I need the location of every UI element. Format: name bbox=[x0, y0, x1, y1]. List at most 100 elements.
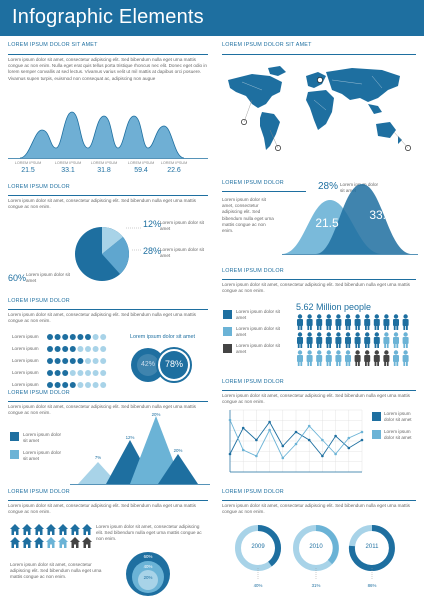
header-bar: Infographic Elements bbox=[0, 0, 424, 36]
dot bbox=[47, 358, 53, 364]
person-icon bbox=[297, 314, 303, 330]
triangle-label: 20% bbox=[173, 448, 183, 453]
section-heading: LOREM IPSUM DOLOR bbox=[8, 390, 70, 396]
section-heading: LOREM IPSUM DOLOR bbox=[8, 184, 70, 190]
house-icon bbox=[82, 524, 92, 535]
dot bbox=[92, 346, 99, 352]
house-icon bbox=[10, 524, 20, 535]
section-text: Lorem ipsum dolor sit amet, consectetur … bbox=[8, 312, 196, 324]
divider bbox=[222, 54, 416, 55]
divider bbox=[222, 500, 416, 501]
legend-text: Lorem ipsum dolor sit amet bbox=[23, 450, 62, 462]
line-chart bbox=[228, 409, 364, 473]
section-text: Lorem ipsum dolor sit amet, consectetur … bbox=[222, 282, 410, 294]
line-point bbox=[334, 452, 337, 456]
circle-label: 60% bbox=[143, 554, 153, 559]
dot bbox=[77, 346, 84, 352]
donut-value: 78% bbox=[164, 359, 183, 369]
line-point bbox=[281, 444, 285, 448]
line-point bbox=[321, 438, 324, 442]
line-point bbox=[255, 454, 258, 458]
person-icon bbox=[316, 350, 323, 366]
donut-title: Lorem ipsum dolor sit amet bbox=[130, 334, 196, 340]
dot bbox=[54, 334, 61, 340]
person-icon bbox=[335, 332, 342, 348]
divider bbox=[8, 500, 208, 501]
pie-label: 12% bbox=[143, 219, 162, 229]
peak-value: 21.5 bbox=[21, 167, 35, 174]
pie-leader-lines bbox=[126, 227, 142, 251]
house-icon bbox=[10, 537, 20, 548]
person-icon bbox=[364, 332, 371, 348]
person-icon bbox=[383, 350, 390, 366]
legend-swatch bbox=[223, 344, 232, 353]
world-map bbox=[228, 66, 411, 151]
person-icon bbox=[297, 332, 303, 348]
legend-text: Lorem ipsum dolor sit amet bbox=[384, 411, 412, 423]
dot bbox=[62, 358, 69, 364]
person-icon bbox=[402, 350, 409, 366]
dot-row-label: Lorem ipsum bbox=[12, 370, 39, 375]
dot bbox=[85, 370, 91, 376]
person-icon bbox=[354, 350, 361, 366]
peak-label: LOREM IPSUM bbox=[54, 161, 82, 165]
dot bbox=[100, 382, 107, 388]
section-heading: LOREM IPSUM DOLOR bbox=[222, 268, 284, 274]
dot bbox=[69, 358, 76, 364]
peak-value: 22.6 bbox=[167, 167, 181, 174]
page-title: Infographic Elements bbox=[12, 6, 204, 28]
dot bbox=[47, 334, 53, 340]
bell-value: 33.1 bbox=[369, 208, 393, 222]
dot bbox=[69, 334, 76, 340]
ring-year: 2010 bbox=[309, 544, 323, 550]
legend-swatch bbox=[223, 327, 232, 336]
person-icon bbox=[402, 314, 409, 330]
peak-value: 31.8 bbox=[97, 167, 111, 174]
line-point bbox=[307, 438, 311, 442]
person-icon bbox=[335, 314, 342, 330]
legend-text: Lorem ipsum dolor sit amet bbox=[384, 429, 412, 441]
dot-row-label: Lorem ipsum bbox=[12, 346, 39, 351]
line-point bbox=[241, 448, 245, 452]
person-icon bbox=[354, 332, 361, 348]
dot bbox=[77, 370, 84, 376]
triangle-label: 7% bbox=[94, 455, 102, 460]
person-icon bbox=[316, 314, 323, 330]
dot bbox=[54, 358, 61, 364]
dot-matrix bbox=[47, 334, 107, 388]
dot bbox=[77, 382, 84, 388]
line-point bbox=[347, 436, 351, 440]
dot bbox=[62, 346, 69, 352]
person-icon bbox=[345, 314, 351, 330]
dot bbox=[54, 346, 61, 352]
house-icon bbox=[58, 537, 68, 548]
peak-value: 59.4 bbox=[134, 167, 148, 174]
person-icon bbox=[402, 332, 409, 348]
legend-swatch bbox=[372, 430, 381, 439]
line-point bbox=[228, 452, 232, 456]
dot bbox=[69, 370, 76, 376]
person-icon bbox=[316, 332, 323, 348]
people-pictogram bbox=[297, 314, 409, 366]
triangle-chart bbox=[70, 416, 210, 485]
person-icon bbox=[383, 332, 390, 348]
divider bbox=[8, 309, 208, 310]
house-icon bbox=[46, 524, 56, 535]
peak-value: 33.1 bbox=[61, 167, 75, 174]
section-text: Lorem ipsum dolor sit amet, consectetur … bbox=[8, 57, 207, 81]
pie-label: 28% bbox=[143, 246, 162, 256]
legend-swatch bbox=[10, 432, 19, 441]
section-heading: LOREM IPSUM DOLOR bbox=[8, 298, 70, 304]
circle-text: Lorem ipsum dolor sit amet, consectetur … bbox=[10, 562, 102, 580]
house-icon bbox=[22, 537, 32, 548]
person-icon bbox=[354, 314, 361, 330]
ring-pct: 40% bbox=[253, 583, 263, 588]
section-heading: LOREM IPSUM DOLOR bbox=[8, 489, 70, 495]
section-heading: LOREM IPSUM DOLOR bbox=[222, 379, 284, 385]
ring-year: 2011 bbox=[365, 544, 379, 550]
person-icon bbox=[383, 314, 390, 330]
peak-label: LOREM IPSUM bbox=[14, 161, 42, 165]
section-text: Lorem ipsum dolor sit amet, consectetur … bbox=[8, 198, 196, 210]
divider bbox=[8, 54, 208, 55]
peak-chart bbox=[8, 111, 208, 159]
